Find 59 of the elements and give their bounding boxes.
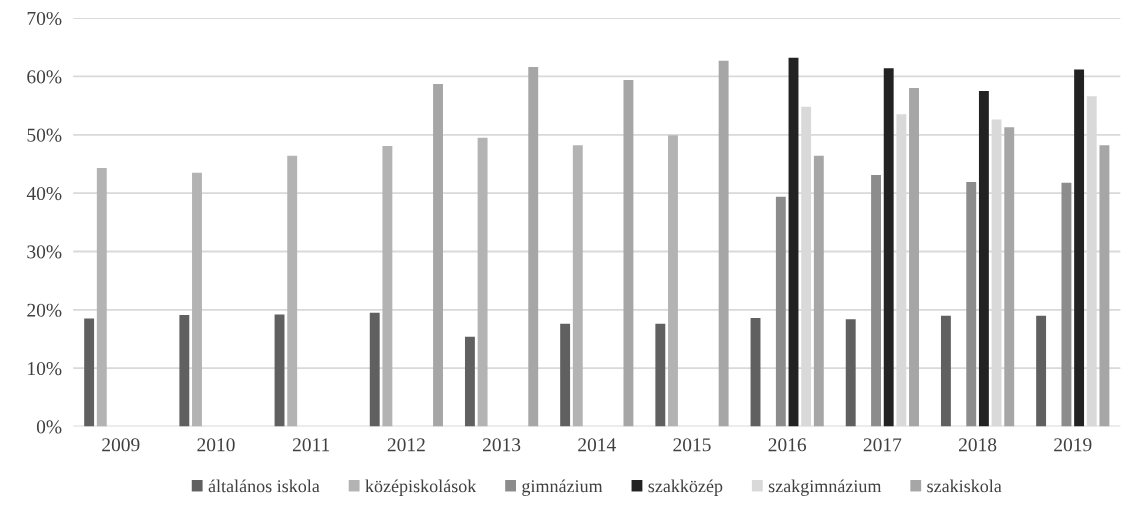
bar (382, 145, 393, 427)
bar (369, 312, 380, 427)
legend-label: gimnázium (522, 479, 603, 496)
bar (883, 68, 894, 427)
bar (433, 84, 443, 427)
x-tick-label: 2014 (578, 438, 616, 452)
legend-label: szakgimnázium (768, 479, 882, 496)
x-tick-label: 2019 (1054, 438, 1092, 452)
bar (464, 336, 475, 427)
bar (623, 79, 634, 427)
bar (1036, 315, 1047, 427)
bar (966, 182, 977, 427)
bar (940, 315, 951, 427)
bar (750, 318, 761, 427)
y-tick-label: 20% (27, 303, 62, 317)
x-tick-label: 2012 (387, 438, 425, 452)
x-tick-label: 2011 (292, 438, 330, 452)
bar (96, 168, 107, 427)
bar (718, 60, 729, 427)
legend-label: szakközép (648, 479, 723, 496)
y-tick-label: 10% (28, 361, 62, 376)
x-tick-label: 2013 (482, 438, 521, 452)
x-tick-label: 2015 (673, 438, 711, 452)
y-tick-label: 30% (27, 245, 62, 259)
bar (560, 323, 571, 427)
bar (274, 314, 285, 427)
bar (655, 323, 666, 427)
y-tick-label: 70% (27, 11, 62, 26)
bar (775, 196, 786, 427)
bar (84, 318, 95, 427)
bar (909, 88, 919, 427)
bar (528, 67, 539, 427)
x-tick-label: 2017 (863, 438, 902, 452)
legend-label: középiskolások (365, 479, 477, 496)
y-tick-label: 60% (27, 70, 62, 84)
bar (477, 137, 488, 427)
bar (845, 319, 856, 427)
y-tick-label: 50% (27, 128, 62, 142)
bar (1074, 69, 1085, 427)
bar (668, 135, 678, 427)
y-tick-label: 40% (26, 186, 62, 201)
x-tick-label: 2009 (102, 438, 140, 452)
bar (1004, 127, 1015, 427)
x-tick-label: 2018 (958, 438, 997, 452)
bar (287, 155, 298, 427)
bar (813, 155, 824, 427)
bar (978, 91, 989, 427)
y-tick-label: 0% (36, 420, 62, 434)
bar (1099, 145, 1110, 427)
bar (1061, 182, 1072, 427)
bar (192, 172, 202, 427)
legend-label: szakiskola (927, 479, 1002, 493)
x-tick-label: 2010 (197, 438, 235, 452)
legend-label: általános iskola (208, 479, 320, 493)
bar (788, 57, 799, 427)
bar (179, 315, 190, 427)
bar (572, 145, 583, 427)
x-tick-label: 2016 (768, 438, 807, 452)
bar (871, 175, 881, 427)
